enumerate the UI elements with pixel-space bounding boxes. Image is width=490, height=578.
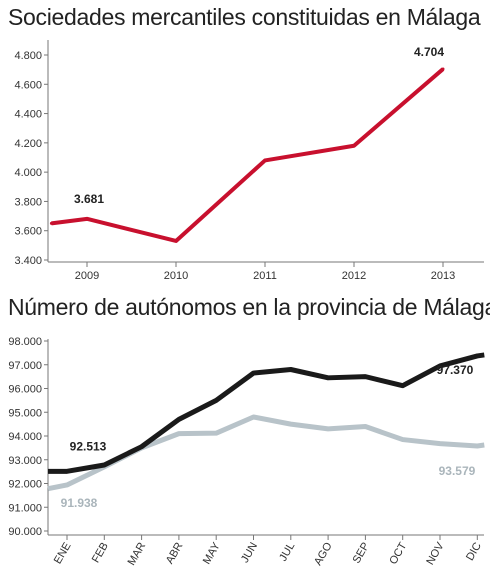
chart-2-data-point <box>252 415 255 419</box>
chart-2-data-point <box>214 431 218 435</box>
chart-2-data-point <box>401 438 405 442</box>
chart-2-data-point <box>438 364 442 368</box>
chart-2-x-tick-label: ABR <box>164 540 186 566</box>
chart-1-data-point <box>85 217 89 221</box>
chart-2-x-tick-label: AGO <box>312 540 335 568</box>
chart-2-data-point <box>475 444 479 448</box>
chart-2-x-tick-label: NOV <box>424 540 447 567</box>
chart-2-data-point <box>401 384 405 388</box>
chart-2-data-point <box>438 442 442 446</box>
chart-2-data-point <box>65 469 69 473</box>
chart-2-data-point <box>214 398 218 402</box>
chart-2-y-tick-label: 97.000 <box>8 360 42 372</box>
chart-2-title: Número de autónomos en la provincia de M… <box>8 294 490 320</box>
chart-2-data-point <box>475 354 479 358</box>
chart-2-data-label: 93.579 <box>439 464 476 478</box>
chart-2-data-point <box>102 463 106 467</box>
chart-2-y-tick-label: 91.000 <box>8 502 42 514</box>
chart-1-data-point <box>49 221 53 225</box>
chart-2-data-point <box>326 376 330 380</box>
chart-2-data-point <box>363 375 367 379</box>
chart-2-data-point <box>326 427 330 431</box>
chart-2-y-tick-label: 93.000 <box>8 455 42 467</box>
chart-2-x-tick-label: JUN <box>239 540 260 565</box>
chart-1-y-tick-label: 3.400 <box>14 255 42 267</box>
chart-2: 90.000 91.000 92.000 93.000 94.000 95.000 96.0… <box>8 336 485 568</box>
chart-2-y-tick-label: 92.000 <box>8 479 42 491</box>
chart-2-x-tick-label: SEP <box>351 541 372 566</box>
chart-2-x-tick-label: MAY <box>201 540 223 567</box>
chart-1: 3.400 3.600 3.800 4.000 4.200 4.400 4.600 4.800… <box>14 40 484 282</box>
chart-1-data-point <box>263 158 267 162</box>
chart-2-x-tick-label: MAR <box>126 540 149 567</box>
chart-2-data-point <box>177 417 181 421</box>
chart-1-x-tick-label: 2013 <box>431 270 455 282</box>
chart-1-data-point <box>441 67 445 71</box>
chart-2-data-point <box>363 425 367 428</box>
chart-2-data-point <box>140 445 144 449</box>
chart-2-y-tick-label: 98.000 <box>8 336 42 348</box>
chart-1-x-tick-label: 2011 <box>253 270 277 282</box>
chart-1-x-tick-label: 2010 <box>164 270 188 282</box>
chart-1-y-tick-label: 4.200 <box>14 138 42 150</box>
chart-2-data-label: 92.513 <box>70 439 107 453</box>
chart-2-data-point <box>289 368 293 371</box>
chart-2-x-tick-label: ENE <box>52 541 74 567</box>
chart-2-series-line-grey <box>47 414 485 492</box>
chart-2-data-label: 97.370 <box>437 363 474 377</box>
chart-2-x-tick-label: JUL <box>277 541 297 564</box>
chart-2-y-tick-label: 94.000 <box>8 431 42 443</box>
chart-1-data-label: 4.704 <box>414 45 444 59</box>
chart-1-y-tick-label: 3.600 <box>14 226 42 238</box>
chart-2-y-tick-label: 95.000 <box>8 407 42 419</box>
chart-2-x-tick-label: FEB <box>90 541 111 566</box>
chart-1-y-tick-label: 4.800 <box>14 50 42 62</box>
chart-2-y-tick-label: 96.000 <box>8 384 42 396</box>
chart-2-data-label: 91.938 <box>61 496 98 510</box>
chart-1-x-tick-label: 2009 <box>75 270 99 282</box>
chart-2-x-tick-label: DIC <box>464 540 484 562</box>
chart-1-data-point <box>352 144 356 148</box>
chart-2-data-point <box>177 432 181 436</box>
chart-2-data-point <box>65 483 69 487</box>
chart-2-x-tick-label: OCT <box>387 540 409 566</box>
chart-1-y-tick-label: 4.400 <box>14 109 42 121</box>
chart-2-series-line-dark <box>48 352 485 474</box>
chart-1-x-tick-label: 2012 <box>342 270 366 282</box>
chart-1-series-line <box>51 67 445 243</box>
chart-1-title: Sociedades mercantiles constituidas en M… <box>8 4 481 30</box>
chart-2-y-tick-label: 90.000 <box>8 526 42 538</box>
chart-1-data-label: 3.681 <box>74 192 104 206</box>
chart-1-data-point <box>174 239 178 243</box>
chart-1-y-tick-label: 4.600 <box>14 79 42 91</box>
chart-2-data-point <box>252 371 255 375</box>
chart-1-y-tick-label: 4.000 <box>14 167 42 179</box>
chart-2-data-point <box>289 422 293 426</box>
chart-1-y-tick-label: 3.800 <box>14 196 42 208</box>
